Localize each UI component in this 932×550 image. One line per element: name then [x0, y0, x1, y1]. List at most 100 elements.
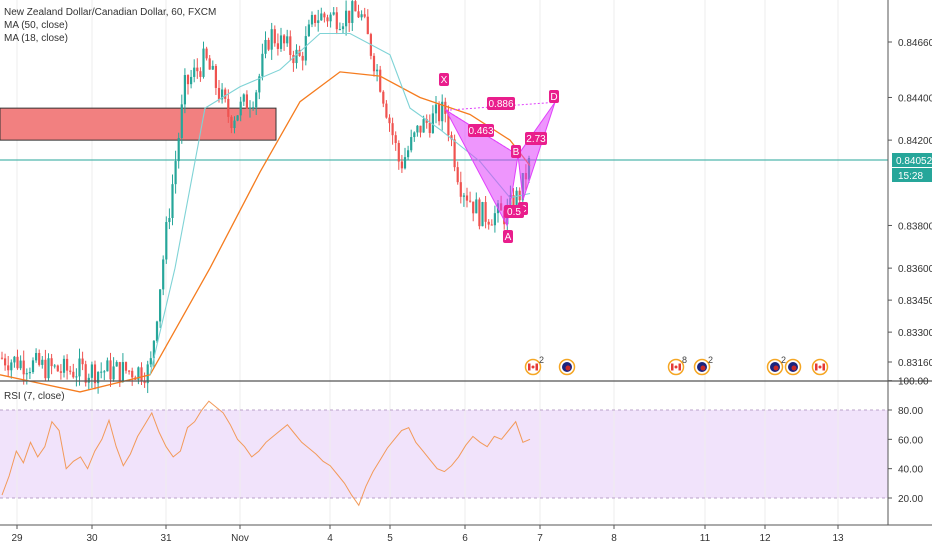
candle-body — [416, 125, 419, 133]
point-x-label: X — [439, 73, 449, 86]
rsi-band — [0, 410, 888, 498]
candle-body — [146, 364, 149, 384]
candle-body — [447, 113, 450, 136]
candle-body — [258, 76, 261, 93]
candle-body — [283, 35, 286, 44]
candle-body — [13, 356, 16, 363]
ma50-legend[interactable]: MA (50, close) — [4, 20, 68, 31]
candle-body — [279, 35, 283, 49]
price-pane[interactable] — [0, 0, 888, 380]
candle-body — [354, 1, 357, 12]
candle-body — [44, 359, 47, 379]
candle-body — [227, 98, 230, 117]
candle-body — [202, 48, 205, 77]
candle-body — [171, 184, 174, 218]
candle-body — [242, 94, 245, 102]
candle-body — [10, 362, 13, 371]
candle-body — [100, 371, 103, 373]
candle-body — [310, 14, 314, 25]
candle-body — [168, 217, 171, 223]
candle-body — [338, 29, 341, 31]
svg-text:A: A — [505, 232, 512, 243]
candle-body — [155, 321, 159, 341]
candle-body — [7, 365, 10, 371]
rsi-tick-label: 100.00 — [898, 377, 929, 388]
candle-body — [478, 199, 481, 227]
time-tick-label: 29 — [11, 533, 23, 544]
candle-body — [143, 380, 146, 384]
chart-legend[interactable]: New Zealand Dollar/Canadian Dollar, 60, … — [4, 6, 216, 45]
candle-body — [165, 222, 168, 260]
candle-body — [236, 115, 239, 121]
ma18-legend[interactable]: MA (18, close) — [4, 33, 68, 44]
time-tick-label: 30 — [86, 533, 98, 544]
candle-body — [66, 358, 69, 371]
candle-body — [214, 65, 217, 88]
candle-body — [515, 190, 518, 212]
candle-body — [97, 372, 100, 384]
candle-body — [301, 55, 304, 61]
svg-text:2.73: 2.73 — [526, 134, 546, 145]
candle-body — [397, 142, 400, 162]
resistance-zone — [0, 107, 277, 141]
candle-body — [472, 201, 475, 214]
svg-text:0.886: 0.886 — [488, 99, 513, 110]
candle-body — [413, 132, 416, 138]
ratio-cd-label: 2.73 — [525, 132, 547, 145]
candle-body — [462, 195, 465, 197]
candle-body — [320, 13, 323, 21]
candle-body — [19, 360, 22, 369]
candle-body — [177, 138, 180, 162]
time-tick-label: 4 — [327, 533, 333, 544]
flag-ca-event-icon — [811, 358, 829, 376]
candle-body — [422, 119, 425, 133]
candle-body — [425, 119, 428, 123]
candle-body — [385, 103, 388, 118]
candle-body — [366, 16, 369, 35]
candle-body — [332, 12, 335, 15]
candle-body — [487, 221, 490, 225]
flag-us-event-icon: 2 — [766, 355, 786, 376]
flag-ca-event-icon: 2 — [524, 355, 544, 376]
candle-body — [441, 101, 444, 122]
candle-body — [314, 14, 317, 23]
candle-body — [292, 54, 295, 64]
price-tick-label: 0.83600 — [898, 264, 932, 275]
candle-body — [152, 340, 155, 359]
price-tick-label: 0.83800 — [898, 221, 932, 232]
candle-body — [286, 36, 289, 44]
candle-body — [81, 358, 84, 365]
candle-body — [4, 358, 7, 366]
rsi-axis[interactable]: 100.00 80.00 60.00 40.00 20.00 — [888, 377, 929, 505]
economic-events[interactable]: 2 8 2 2 — [524, 355, 829, 376]
flag-ca-event-icon: 8 — [667, 355, 687, 376]
candle-body — [351, 1, 354, 23]
candle-body — [47, 358, 50, 379]
candle-body — [270, 29, 273, 50]
candle-body — [391, 123, 394, 136]
candle-body — [199, 71, 202, 77]
ma50-line — [0, 71, 531, 393]
svg-text:0.5: 0.5 — [507, 207, 521, 218]
candle-body — [239, 101, 242, 116]
rsi-legend[interactable]: RSI (7, close) — [4, 391, 65, 402]
candle-body — [475, 199, 478, 214]
candle-body — [230, 116, 233, 128]
candle-body — [493, 213, 496, 226]
time-axis[interactable]: 29 30 31 Nov 4 5 6 7 8 11 12 13 — [11, 525, 844, 544]
price-axis[interactable]: 0.84660 0.84400 0.84200 0.83800 0.83600 0.834… — [888, 38, 932, 369]
candle-body — [388, 117, 391, 124]
candle-body — [372, 55, 376, 72]
symbol-title[interactable]: New Zealand Dollar/Canadian Dollar, 60, … — [4, 7, 217, 18]
candle-body — [453, 139, 456, 168]
ratio-bc-label: 0.5 — [504, 205, 524, 218]
candle-body — [159, 289, 162, 322]
candle-body — [434, 104, 438, 114]
time-tick-label: 8 — [611, 533, 617, 544]
time-tick-label: 13 — [832, 533, 844, 544]
ratio-ab-label: 0.463 — [468, 124, 494, 137]
candle-body — [459, 182, 462, 197]
candle-body — [403, 157, 407, 169]
